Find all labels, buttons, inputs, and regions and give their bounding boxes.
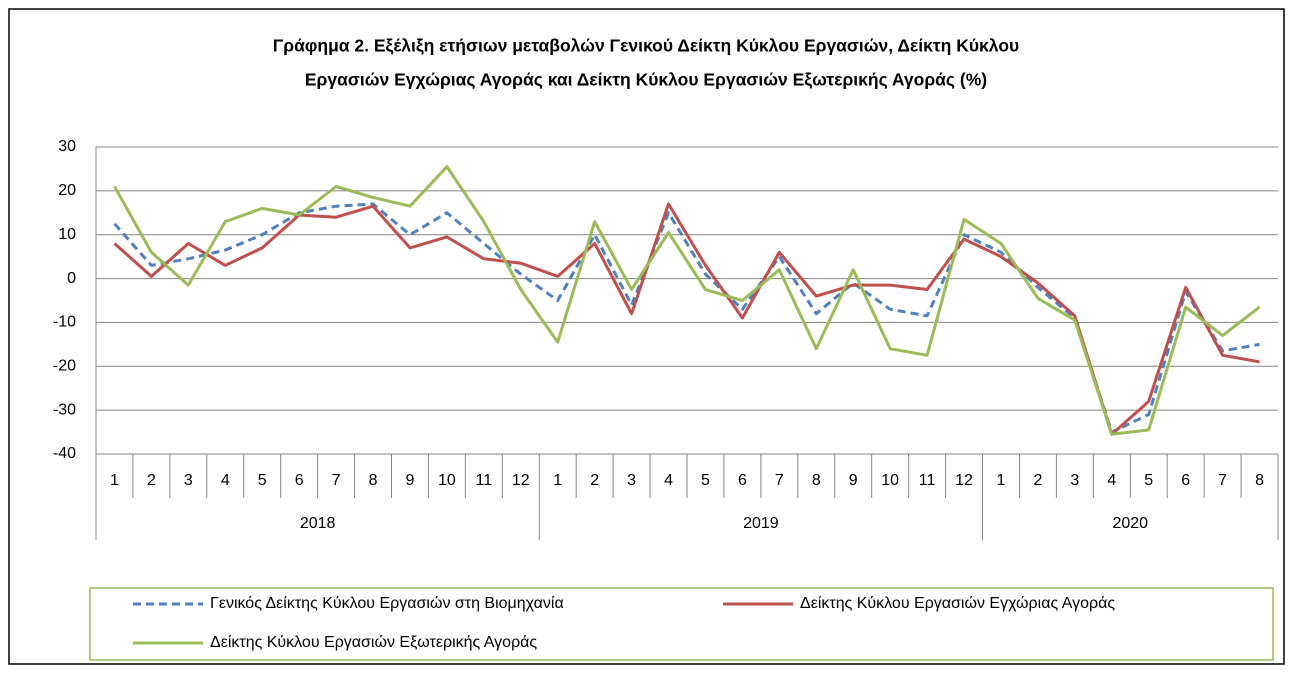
x-tick-label: 6 <box>1181 472 1190 489</box>
x-tick-label: 7 <box>332 472 341 489</box>
x-tick-label: 12 <box>512 472 530 489</box>
chart-title: Γράφημα 2. Εξέλιξη ετήσιων μεταβολών Γεν… <box>273 36 1019 57</box>
x-tick-label: 1 <box>110 472 119 489</box>
group-label: 2019 <box>743 515 779 532</box>
x-tick-label: 3 <box>1070 472 1079 489</box>
legend-label: Δείκτης Κύκλου Εργασιών Εξωτερικής Αγορά… <box>210 634 537 651</box>
x-tick-label: 9 <box>406 472 415 489</box>
y-tick-label: 10 <box>58 226 76 243</box>
y-tick-label: -30 <box>53 401 76 418</box>
x-tick-label: 6 <box>738 472 747 489</box>
x-tick-label: 1 <box>553 472 562 489</box>
x-tick-label: 8 <box>369 472 378 489</box>
group-label: 2018 <box>300 515 336 532</box>
y-tick-label: -20 <box>53 358 76 375</box>
y-tick-label: 20 <box>58 182 76 199</box>
series-line <box>113 202 1260 436</box>
x-tick-label: 7 <box>775 472 784 489</box>
x-tick-label: 8 <box>812 472 821 489</box>
x-tick-label: 7 <box>1218 472 1227 489</box>
x-tick-label: 11 <box>919 472 936 489</box>
chart-title: Εργασιών Εγχώριας Αγοράς και Δείκτη Κύκλ… <box>305 70 987 91</box>
x-tick-label: 8 <box>1255 472 1264 489</box>
x-tick-label: 1 <box>997 472 1006 489</box>
y-tick-label: 0 <box>67 270 76 287</box>
series-line <box>113 202 1260 434</box>
x-tick-label: 9 <box>849 472 858 489</box>
y-tick-label: -40 <box>53 445 76 462</box>
x-tick-label: 5 <box>701 472 710 489</box>
x-tick-label: 5 <box>258 472 267 489</box>
x-tick-label: 10 <box>881 472 899 489</box>
x-tick-label: 11 <box>476 472 493 489</box>
x-tick-label: 2 <box>147 472 156 489</box>
y-tick-label: -10 <box>53 314 76 331</box>
x-tick-label: 3 <box>184 472 193 489</box>
x-tick-label: 4 <box>1107 472 1116 489</box>
x-tick-label: 3 <box>627 472 636 489</box>
group-label: 2020 <box>1112 515 1148 532</box>
x-tick-label: 4 <box>221 472 230 489</box>
x-tick-label: 5 <box>1144 472 1153 489</box>
x-tick-label: 4 <box>664 472 673 489</box>
x-tick-label: 6 <box>295 472 304 489</box>
x-tick-label: 10 <box>438 472 456 489</box>
x-tick-label: 2 <box>590 472 599 489</box>
series-line <box>113 165 1261 436</box>
legend-label: Γενικός Δείκτης Κύκλου Εργασιών στη Βιομ… <box>210 595 564 612</box>
legend-box <box>89 587 1274 661</box>
x-tick-label: 2 <box>1033 472 1042 489</box>
x-tick-label: 12 <box>955 472 973 489</box>
legend-label: Δείκτης Κύκλου Εργασιών Εγχώριας Αγοράς <box>800 595 1115 612</box>
y-tick-label: 30 <box>58 138 76 155</box>
chart-border <box>8 8 1285 665</box>
